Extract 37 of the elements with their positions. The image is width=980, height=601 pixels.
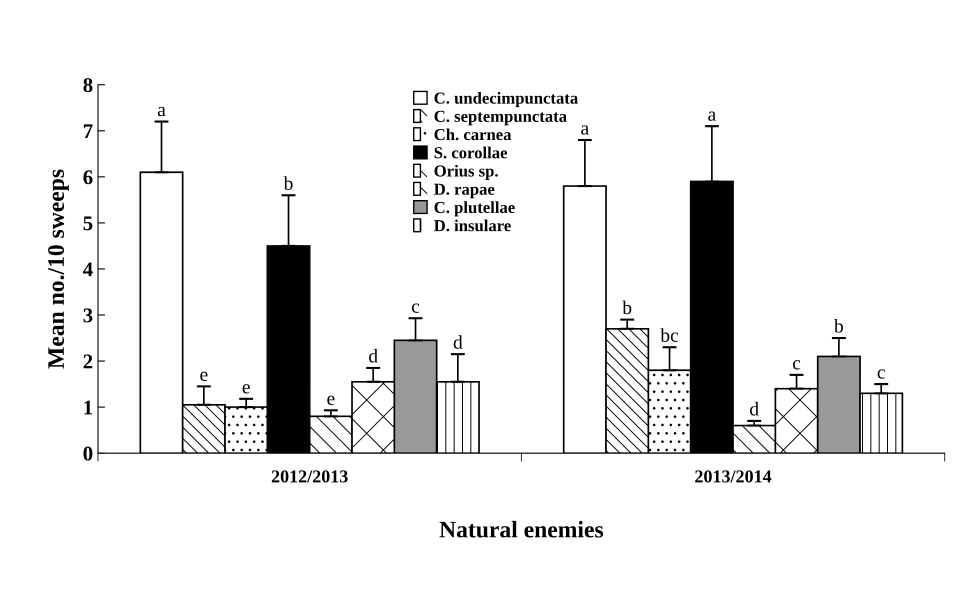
y-tick-label: 6 (83, 170, 93, 184)
y-tick-label: 3 (84, 308, 92, 322)
data-label: e (242, 384, 250, 394)
y-tick-label: 5 (84, 216, 92, 230)
data-label: a (581, 125, 589, 135)
y-tick-label: 7 (84, 124, 93, 138)
data-label: a (708, 112, 716, 121)
legend-label: D. rapae (434, 184, 494, 198)
y-tick-label: 8 (83, 78, 92, 92)
y-tick-label: 2 (84, 354, 92, 368)
legend-label: D. insulare (434, 220, 511, 232)
data-label: d (369, 348, 378, 363)
legend-label: S. corollae (434, 146, 508, 158)
legend-label: Orius sp. (434, 164, 498, 180)
y-tick-label: 0 (84, 446, 92, 461)
legend-label: C. undecimpunctata (434, 92, 578, 108)
x-tick-label: 2013/2014 (695, 470, 772, 483)
legend-label: C. septempunctata (434, 110, 567, 126)
x-tick-label: 2012/2013 (272, 470, 348, 483)
data-label: e (327, 396, 334, 405)
y-tick-label: 1 (84, 400, 92, 414)
data-label: c (412, 304, 420, 313)
y-axis-title: Mean no./10 sweeps (48, 170, 69, 369)
data-label: c (792, 360, 800, 370)
x-axis-title: Natural enemies (440, 520, 604, 538)
data-label: a (158, 106, 166, 116)
data-label: b (622, 300, 632, 314)
data-label: e (200, 372, 208, 382)
data-label: b (284, 176, 293, 190)
y-tick-label: 4 (83, 262, 93, 276)
data-label: d (750, 402, 759, 416)
data-label: b (834, 319, 843, 333)
legend-label: Ch. carnea (434, 128, 512, 140)
data-label: d (454, 335, 462, 349)
data-label: c (878, 369, 885, 379)
data-label: bc (660, 328, 678, 342)
legend-label: C. plutellae (434, 201, 515, 216)
